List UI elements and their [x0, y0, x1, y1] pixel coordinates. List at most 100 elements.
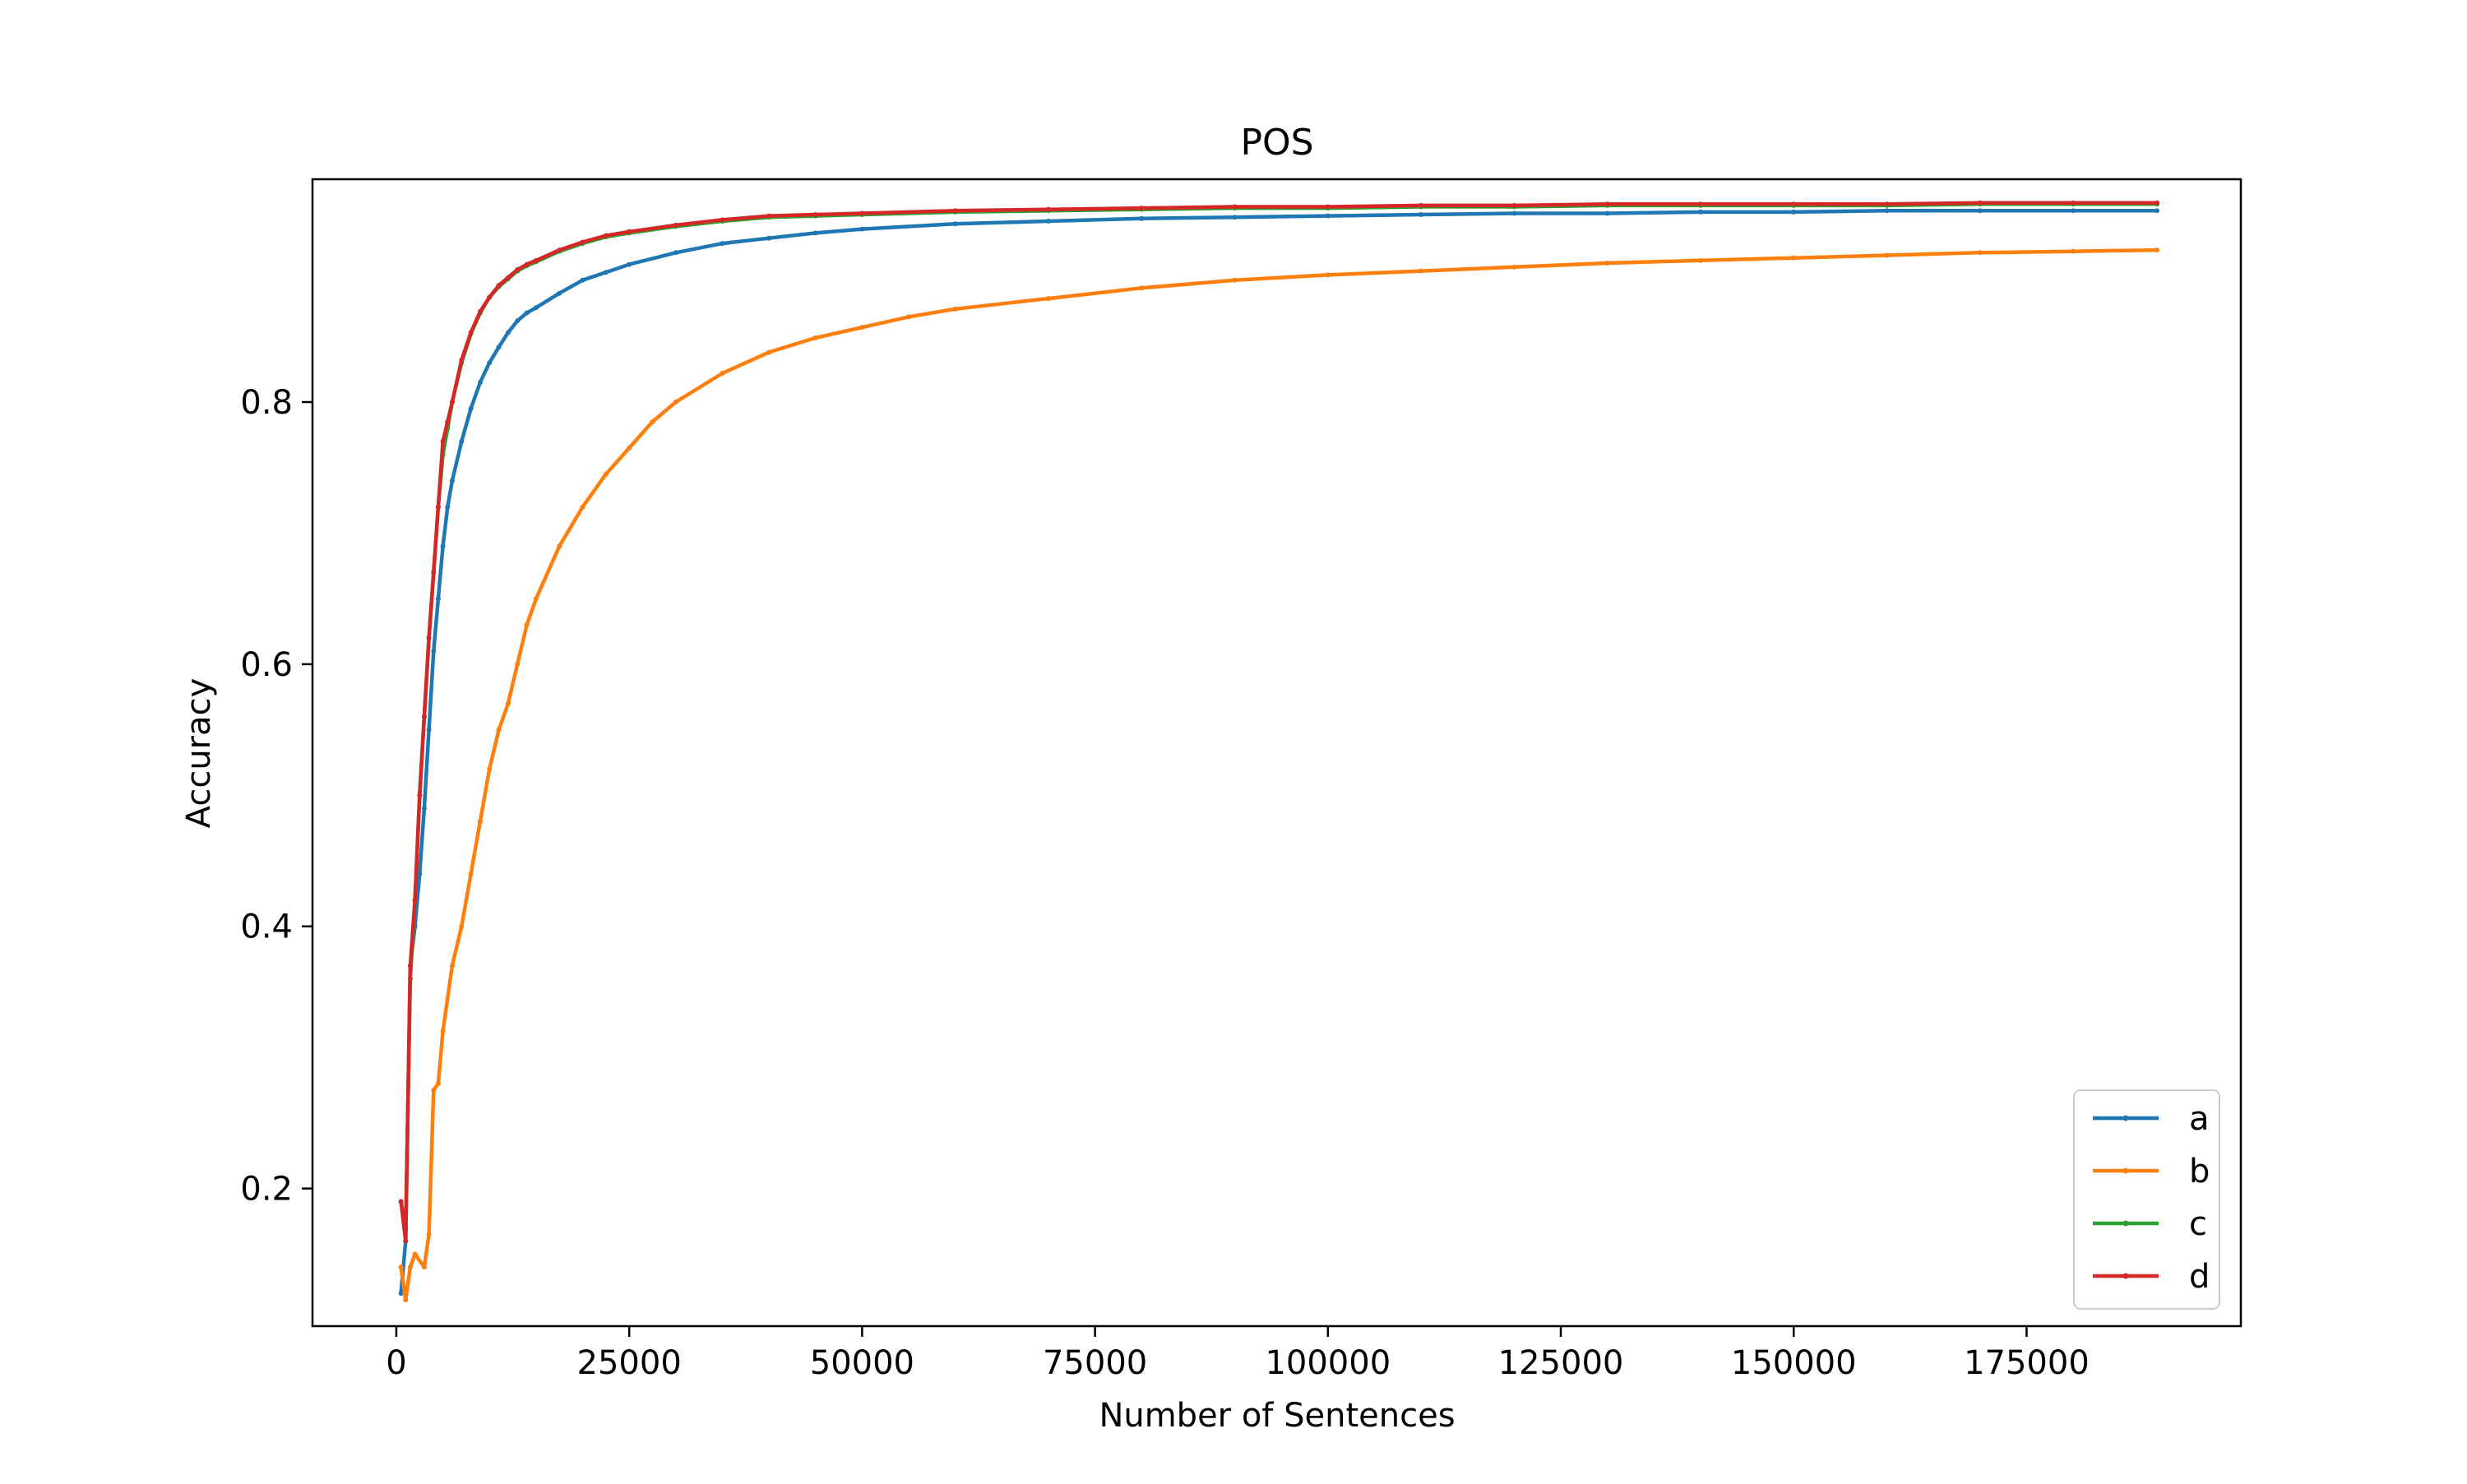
data-point-d — [505, 275, 511, 280]
data-point-b — [1977, 250, 1983, 256]
legend-label-c: c — [2189, 1205, 2207, 1243]
data-point-d — [426, 636, 432, 640]
data-point-b — [952, 306, 958, 312]
data-point-a — [673, 250, 678, 256]
data-point-d — [496, 283, 502, 289]
legend-label-b: b — [2189, 1153, 2210, 1190]
data-point-a — [417, 871, 423, 876]
data-point-b — [812, 335, 818, 340]
data-point-b — [766, 349, 772, 355]
data-point-a — [580, 277, 586, 283]
data-point-b — [1232, 277, 1238, 283]
data-point-d — [487, 294, 493, 300]
data-point-b — [487, 766, 493, 772]
series-lines — [398, 200, 2160, 1303]
data-point-d — [412, 897, 418, 903]
data-point-d — [720, 217, 725, 223]
data-point-a — [421, 806, 427, 811]
data-point-b — [2071, 248, 2076, 254]
data-point-b — [580, 504, 586, 510]
data-point-d — [431, 570, 437, 576]
data-point-b — [533, 596, 539, 602]
x-axis-label: Number of Sentences — [1099, 1397, 1455, 1435]
data-point-b — [1511, 264, 1517, 270]
data-point-b — [650, 418, 655, 424]
data-point-b — [603, 471, 609, 477]
data-point-d — [812, 212, 818, 218]
x-tick-label: 100000 — [1265, 1344, 1391, 1382]
data-point-b — [1604, 261, 1610, 266]
data-point-b — [431, 1088, 437, 1093]
data-point-d — [2155, 200, 2160, 206]
x-tick-label: 125000 — [1498, 1344, 1624, 1382]
data-point-a — [1511, 210, 1517, 216]
data-point-d — [603, 233, 609, 238]
data-point-d — [1977, 200, 1983, 206]
data-point-a — [1139, 215, 1145, 221]
data-point-b — [412, 1251, 418, 1257]
data-point-a — [1791, 209, 1797, 215]
data-point-d — [1325, 204, 1331, 210]
legend-label-d: d — [2189, 1258, 2210, 1296]
data-point-d — [627, 229, 632, 234]
data-point-a — [496, 344, 502, 350]
data-point-b — [557, 543, 562, 549]
data-point-d — [1604, 201, 1610, 207]
data-point-a — [627, 261, 632, 267]
data-point-a — [859, 226, 865, 232]
data-point-b — [1325, 272, 1331, 278]
data-point-b — [720, 370, 725, 376]
data-point-a — [459, 438, 465, 444]
data-point-b — [859, 325, 865, 331]
data-point-a — [505, 330, 511, 335]
x-tick-label: 175000 — [1964, 1344, 2090, 1382]
data-point-a — [766, 235, 772, 241]
legend-label-a: a — [2189, 1100, 2210, 1138]
chart-title: POS — [1240, 122, 1313, 164]
data-point-d — [533, 257, 539, 263]
data-point-d — [435, 504, 441, 510]
data-point-d — [1791, 201, 1797, 207]
data-point-d — [477, 309, 483, 315]
data-point-a — [720, 241, 725, 247]
data-point-a — [1045, 219, 1051, 224]
data-point-a — [515, 318, 521, 324]
data-point-d — [398, 1199, 404, 1204]
data-point-b — [496, 727, 502, 733]
data-point-b — [1139, 285, 1145, 291]
data-point-a — [524, 310, 530, 316]
data-point-d — [557, 247, 562, 253]
data-point-b — [627, 445, 632, 451]
data-point-b — [1045, 296, 1051, 302]
data-point-b — [407, 1264, 413, 1270]
data-point-d — [859, 210, 865, 216]
y-tick-label: 0.6 — [240, 646, 293, 684]
data-point-b — [1419, 268, 1424, 274]
data-point-b — [1791, 255, 1797, 261]
data-point-b — [1697, 257, 1703, 263]
data-point-b — [673, 400, 678, 405]
data-point-a — [440, 543, 446, 549]
series-line-d — [399, 201, 2159, 1243]
data-point-d — [673, 222, 678, 228]
data-point-d — [766, 213, 772, 219]
data-point-d — [1419, 202, 1424, 208]
data-point-b — [906, 314, 912, 320]
data-point-a — [2155, 208, 2160, 214]
data-point-b — [2155, 247, 2160, 253]
data-point-a — [477, 380, 483, 386]
x-tick-label: 50000 — [810, 1344, 914, 1382]
data-point-a — [431, 648, 437, 654]
legend-marker-d — [2122, 1273, 2129, 1279]
legend-marker-a — [2122, 1115, 2129, 1121]
data-point-b — [403, 1297, 409, 1303]
data-point-d — [445, 418, 451, 424]
legend-marker-b — [2122, 1167, 2129, 1174]
data-point-a — [1977, 208, 1983, 214]
data-point-a — [1325, 213, 1331, 219]
data-point-a — [952, 221, 958, 227]
x-tick-label: 150000 — [1731, 1344, 1857, 1382]
